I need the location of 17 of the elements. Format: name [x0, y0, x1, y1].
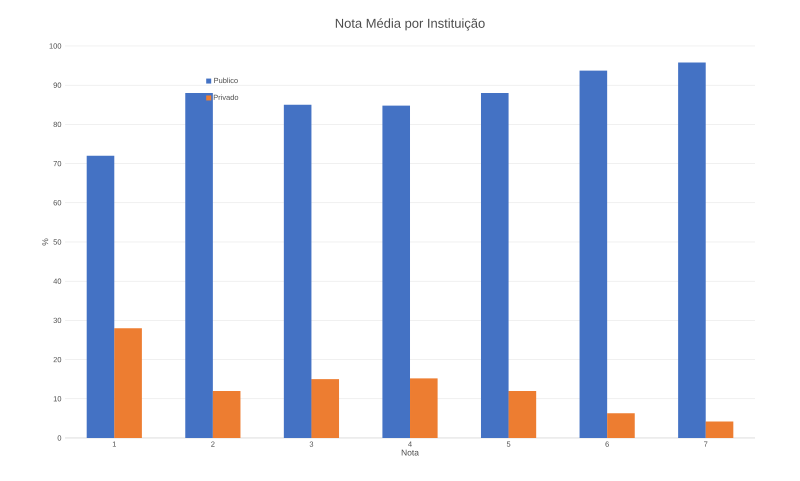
bar	[86, 156, 114, 438]
bar	[508, 390, 536, 438]
x-axis-title: Nota	[402, 450, 419, 456]
bar	[678, 62, 706, 438]
bar	[212, 390, 240, 438]
bar	[311, 379, 340, 438]
bar	[382, 106, 410, 438]
bar	[284, 104, 312, 438]
chart-title: Nota Média por Instituição	[336, 18, 485, 30]
bar	[185, 93, 213, 438]
bar	[114, 328, 142, 438]
bar	[580, 70, 608, 438]
bar	[480, 93, 509, 438]
bar	[410, 378, 438, 438]
bar	[607, 413, 635, 438]
y-axis-title: %	[42, 238, 48, 246]
bar	[706, 422, 734, 438]
